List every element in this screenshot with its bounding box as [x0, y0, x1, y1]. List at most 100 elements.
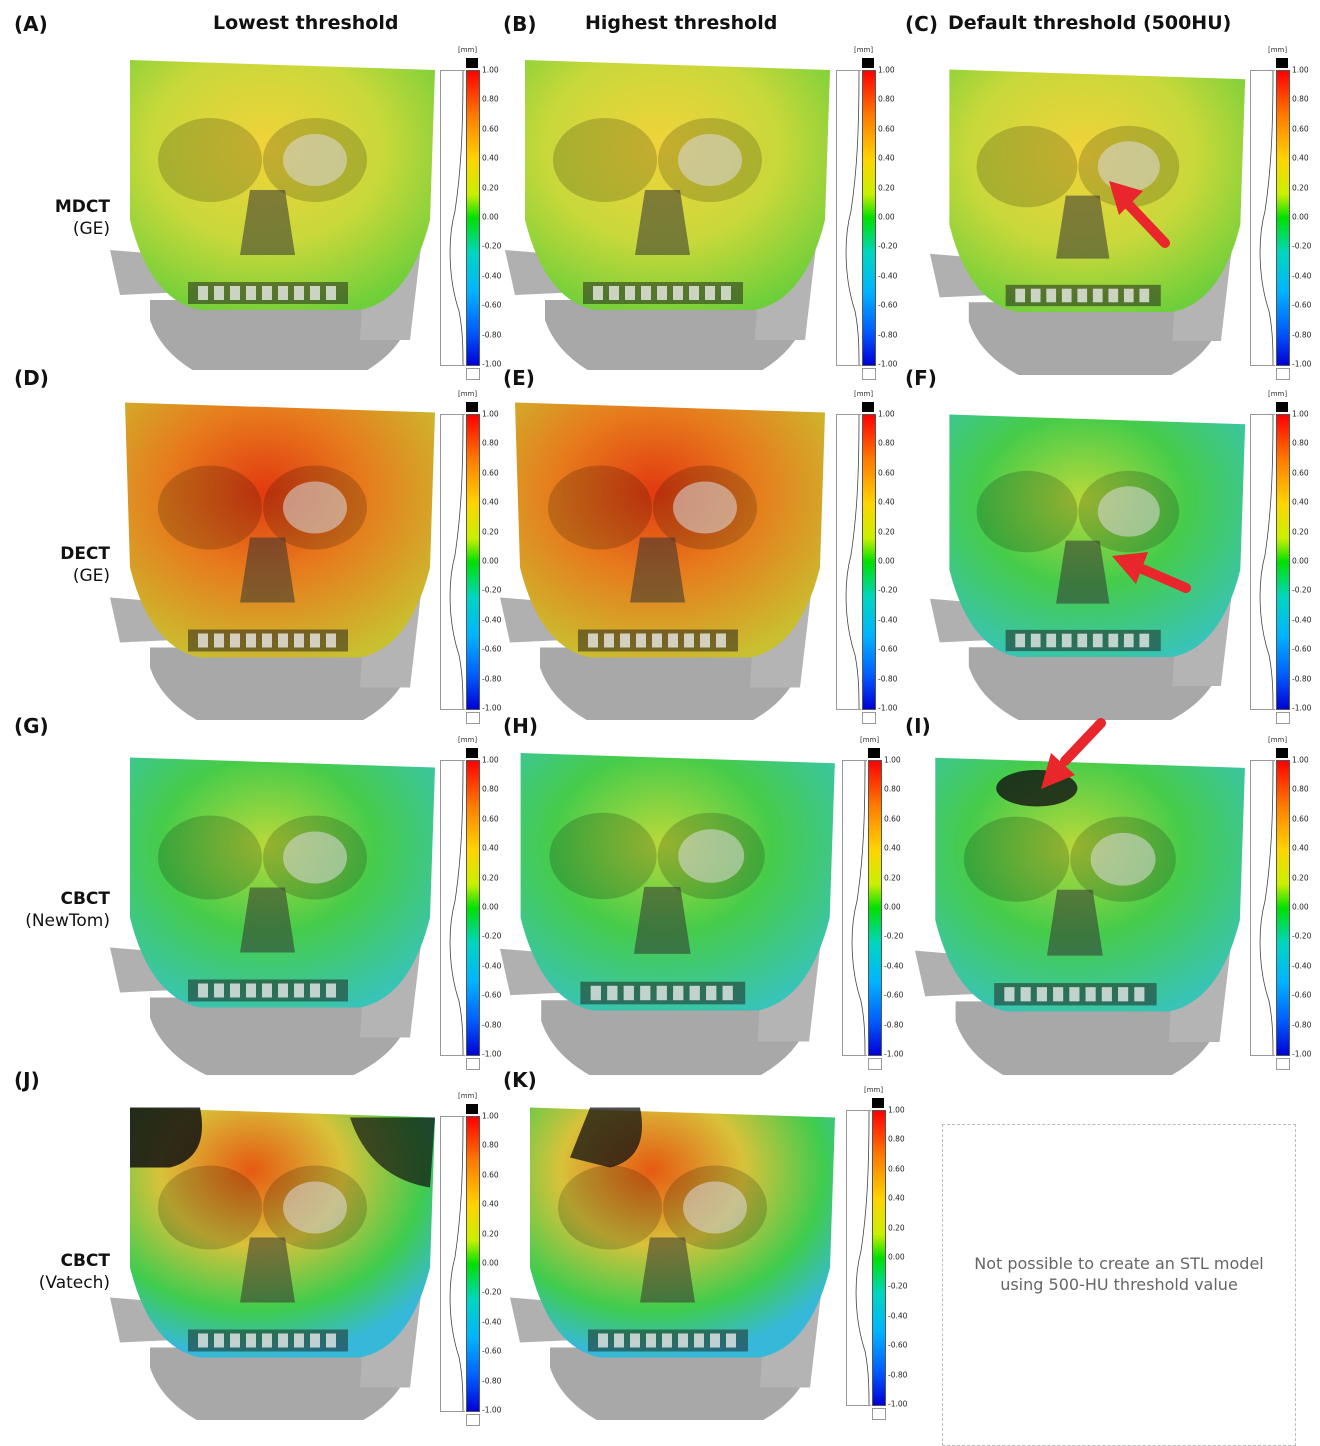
tick-label: -0.80 [1292, 1020, 1312, 1030]
tick-label: 0.00 [482, 1258, 499, 1268]
skull-model-c [930, 69, 1246, 375]
tick-label: 0.40 [482, 1199, 499, 1209]
row-vendor: (NewTom) [25, 911, 110, 931]
tick-label: 1.00 [888, 1105, 905, 1115]
tick-label: 0.40 [1292, 497, 1309, 507]
unit-label: [mm] [1268, 390, 1288, 398]
note-text: Not possible to create an STL model usin… [974, 1254, 1264, 1294]
row-vendor: (Vatech) [38, 1273, 110, 1293]
tick-label: 0.60 [482, 468, 499, 478]
row-vendor: (GE) [72, 219, 110, 239]
row-label-cbct-vatech: CBCT (Vatech) [0, 1250, 110, 1294]
tick-label: 1.00 [482, 65, 499, 75]
unit-label: [mm] [860, 736, 880, 744]
tick-label: 0.00 [878, 212, 895, 222]
skull-model-f [930, 414, 1246, 720]
row-vendor: (GE) [72, 566, 110, 586]
tick-label: 0.00 [878, 556, 895, 566]
tick-label: 0.40 [1292, 843, 1309, 853]
skull-model-g [110, 757, 435, 1075]
over-range-swatch [466, 1104, 478, 1114]
over-range-swatch [862, 402, 874, 412]
tick-label: -0.80 [884, 1020, 904, 1030]
panel-letter-g: (G) [14, 714, 49, 738]
tick-label: -0.60 [482, 1346, 502, 1356]
tick-label: 0.80 [884, 784, 901, 794]
tick-label: -0.60 [884, 990, 904, 1000]
tick-labels: 1.00 0.80 0.60 0.40 0.20 0.00 -0.20 -0.40 -0.60 -… [482, 1112, 542, 1415]
color-ramp [868, 760, 882, 1056]
tick-label: 0.40 [482, 153, 499, 163]
row-modality: DECT [60, 544, 110, 564]
under-range-swatch [466, 1058, 480, 1070]
tick-label: 1.00 [878, 409, 895, 419]
tick-label: 0.40 [878, 153, 895, 163]
tick-label: 0.60 [1292, 468, 1309, 478]
tick-label: -0.60 [482, 644, 502, 654]
tick-label: -1.00 [482, 359, 502, 369]
deviation-histogram [440, 1116, 465, 1412]
under-range-swatch [466, 1414, 480, 1426]
color-ramp [1276, 70, 1290, 366]
tick-label: -0.20 [1292, 931, 1312, 941]
tick-label: -0.80 [878, 674, 898, 684]
arrow-icon [1109, 181, 1170, 248]
skull-model-e [500, 402, 825, 720]
under-range-swatch [1276, 368, 1290, 380]
color-ramp [466, 70, 480, 366]
under-range-swatch [872, 1408, 886, 1420]
color-ramp [1276, 414, 1290, 710]
unit-label: [mm] [458, 736, 478, 744]
under-range-swatch [862, 368, 876, 380]
tick-label: 0.60 [482, 1170, 499, 1180]
unit-label: [mm] [864, 1086, 884, 1094]
tick-label: 0.60 [482, 124, 499, 134]
panel-letter-e: (E) [503, 366, 535, 390]
tick-label: -0.60 [888, 1340, 908, 1350]
tick-label: 0.20 [878, 527, 895, 537]
deviation-histogram [836, 414, 861, 710]
tick-label: -1.00 [878, 359, 898, 369]
tick-label: -0.80 [878, 330, 898, 340]
tick-label: -1.00 [1292, 1049, 1312, 1059]
panel-letter-b: (B) [503, 12, 537, 36]
tick-labels: 1.00 0.80 0.60 0.40 0.20 0.00 -0.20 -0.40 -0.60 -… [1292, 756, 1320, 1059]
tick-label: -0.40 [482, 1317, 502, 1327]
tick-label: 0.20 [482, 873, 499, 883]
tick-labels: 1.00 0.80 0.60 0.40 0.20 0.00 -0.20 -0.40 -0.60 -… [878, 66, 938, 369]
unit-label: [mm] [854, 46, 874, 54]
tick-label: 0.00 [482, 212, 499, 222]
unit-label: [mm] [458, 46, 478, 54]
tick-label: 0.60 [888, 1164, 905, 1174]
tick-label: 0.40 [884, 843, 901, 853]
row-label-cbct-newtom: CBCT (NewTom) [0, 888, 110, 932]
skull-model-k [510, 1107, 835, 1420]
tick-label: 0.60 [878, 468, 895, 478]
color-ramp [466, 1116, 480, 1412]
tick-label: -1.00 [482, 1405, 502, 1415]
tick-label: -0.20 [1292, 241, 1312, 251]
tick-label: -0.60 [482, 300, 502, 310]
tick-label: -1.00 [482, 703, 502, 713]
tick-label: -0.40 [482, 615, 502, 625]
tick-labels: 1.00 0.80 0.60 0.40 0.20 0.00 -0.20 -0.40 -0.60 -… [482, 410, 542, 713]
tick-label: 0.00 [1292, 556, 1309, 566]
skull-model-j [110, 1107, 435, 1420]
tick-label: 1.00 [482, 1111, 499, 1121]
deviation-histogram [1250, 760, 1275, 1056]
deviation-histogram [1250, 70, 1275, 366]
tick-label: -0.80 [482, 1376, 502, 1386]
color-ramp [862, 414, 876, 710]
tick-label: -0.40 [1292, 615, 1312, 625]
tick-label: 0.20 [888, 1223, 905, 1233]
tick-labels: 1.00 0.80 0.60 0.40 0.20 0.00 -0.20 -0.40 -0.60 -… [878, 410, 938, 713]
over-range-swatch [868, 748, 880, 758]
tick-label: 0.60 [884, 814, 901, 824]
tick-label: -0.20 [878, 585, 898, 595]
over-range-swatch [1276, 748, 1288, 758]
tick-label: 0.80 [1292, 784, 1309, 794]
under-range-swatch [868, 1058, 882, 1070]
color-ramp [466, 414, 480, 710]
tick-label: 0.80 [482, 94, 499, 104]
panel-letter-d: (D) [14, 366, 49, 390]
